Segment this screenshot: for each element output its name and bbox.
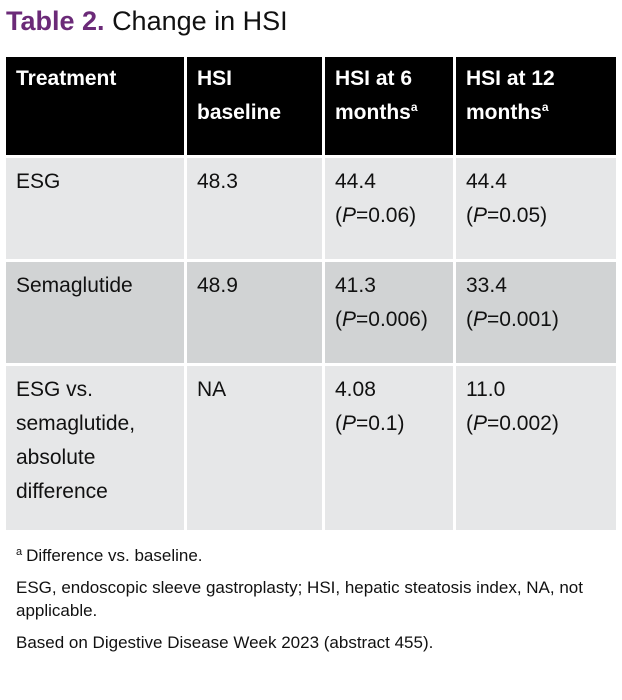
hsi-table: Treatment HSI baseline HSI at 6 monthsa … <box>6 57 616 530</box>
table-header-row: Treatment HSI baseline HSI at 6 monthsa … <box>6 57 616 158</box>
p-value: (P=0.05) <box>466 204 548 227</box>
cell-treatment: ESG <box>6 158 187 262</box>
table-number: Table 2. <box>6 6 105 36</box>
table-title: Table 2. Change in HSI <box>6 4 288 38</box>
cell-value: 11.0 <box>466 378 506 401</box>
table-row: ESG 48.3 44.4 (P=0.06) 44.4 (P=0.05) <box>6 158 616 262</box>
cell-value: 44.4 <box>466 170 507 193</box>
footnote-text: Difference vs. baseline. <box>26 546 203 565</box>
cell-baseline: NA <box>187 366 325 530</box>
header-treatment: Treatment <box>6 57 187 158</box>
footnote-mark: a <box>16 546 23 558</box>
cell-12-months: 44.4 (P=0.05) <box>456 158 616 262</box>
table-row: Semaglutide 48.9 41.3 (P=0.006) 33.4 (P=… <box>6 262 616 366</box>
cell-baseline: 48.9 <box>187 262 325 366</box>
source-note: Based on Digestive Disease Week 2023 (ab… <box>16 633 434 652</box>
header-hsi-baseline: HSI baseline <box>187 57 325 158</box>
cell-12-months: 11.0 (P=0.002) <box>456 366 616 530</box>
cell-value: 4.08 <box>335 378 376 401</box>
p-value: (P=0.006) <box>335 308 428 331</box>
cell-treatment: Semaglutide <box>6 262 187 366</box>
header-hsi-12-months: HSI at 12 monthsa <box>456 57 616 158</box>
cell-treatment: ESG vs. semaglutide, absolute difference <box>6 366 187 530</box>
cell-baseline: 48.3 <box>187 158 325 262</box>
cell-6-months: 4.08 (P=0.1) <box>325 366 456 530</box>
cell-value: 41.3 <box>335 274 376 297</box>
footnote-marker: a <box>541 100 549 114</box>
p-value: (P=0.1) <box>335 412 405 435</box>
cell-6-months: 44.4 (P=0.06) <box>325 158 456 262</box>
cell-12-months: 33.4 (P=0.001) <box>456 262 616 366</box>
footnote-marker: a <box>410 100 418 114</box>
cell-value: 33.4 <box>466 274 507 297</box>
footnote: a Difference vs. baseline. <box>16 544 616 567</box>
table-row: ESG vs. semaglutide, absolute difference… <box>6 366 616 530</box>
table-notes: a Difference vs. baseline. ESG, endoscopi… <box>16 544 616 663</box>
cell-6-months: 41.3 (P=0.006) <box>325 262 456 366</box>
header-hsi-6-months: HSI at 6 monthsa <box>325 57 456 158</box>
p-value: (P=0.001) <box>466 308 559 331</box>
table-title-text: Change in HSI <box>112 6 288 36</box>
p-value: (P=0.06) <box>335 204 417 227</box>
p-value: (P=0.002) <box>466 412 559 435</box>
cell-value: 44.4 <box>335 170 376 193</box>
abbreviations-note: ESG, endoscopic sleeve gastroplasty; HSI… <box>16 578 583 620</box>
